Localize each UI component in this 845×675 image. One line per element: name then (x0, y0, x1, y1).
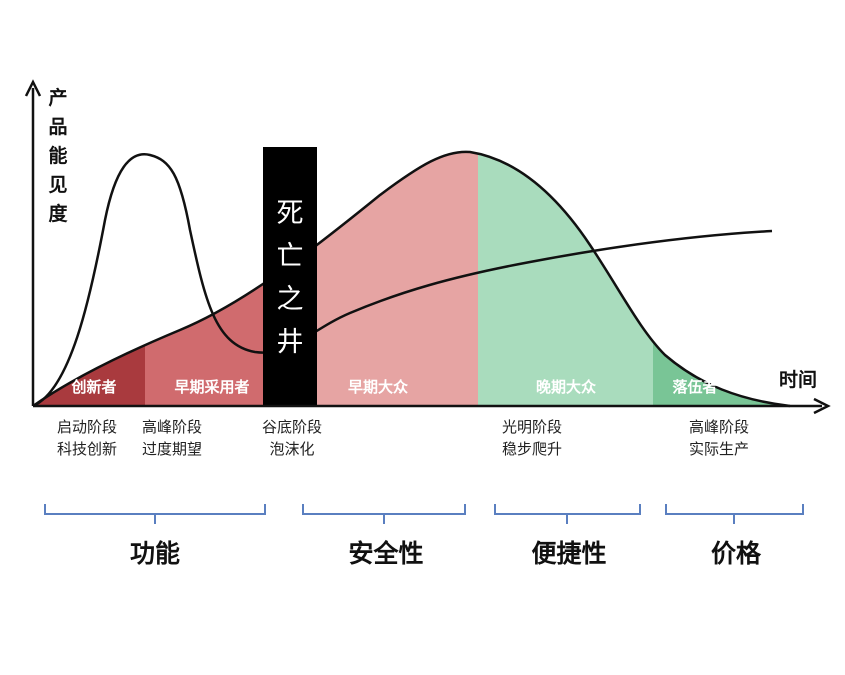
category-function: 功能 (130, 539, 180, 568)
chasm-char-3: 之 (277, 284, 304, 315)
stage-label-1-line2: 科技创新 (57, 440, 117, 458)
segment-label-early-adopters: 早期采用者 (174, 378, 249, 396)
stage-label-5-line1: 高峰阶段 (689, 418, 749, 436)
stage-label-2-line1: 高峰阶段 (142, 418, 202, 436)
stage-label-1-line1: 启动阶段 (57, 418, 117, 436)
category-convenience: 便捷性 (531, 539, 606, 568)
category-price: 价格 (711, 539, 762, 568)
segment-label-innovators: 创新者 (70, 378, 116, 396)
x-axis-label: 时间 (779, 369, 817, 391)
segment-label-late-majority: 晚期大众 (536, 378, 596, 396)
chasm-bar (263, 147, 317, 406)
y-axis-label-char-5: 度 (48, 202, 68, 225)
y-axis-label-char-2: 品 (48, 116, 67, 138)
stage-label-3-line1: 谷底阶段 (262, 418, 322, 436)
segment-late-majority (478, 151, 653, 406)
category-safety: 安全性 (348, 539, 423, 568)
hype-cycle-curve (32, 153, 773, 408)
chasm-char-1: 死 (277, 198, 304, 229)
y-axis-label-char-3: 能 (48, 144, 67, 167)
bracket-convenience (494, 504, 641, 524)
adoption-bell-curve (32, 150, 791, 408)
y-axis-label-char-4: 见 (48, 174, 67, 196)
segment-early-adopters (145, 151, 267, 406)
bracket-price (665, 504, 804, 524)
stage-label-4-line2: 稳步爬升 (502, 440, 562, 458)
segment-laggards (653, 151, 790, 406)
stage-label-3-line2: 泡沫化 (269, 440, 314, 458)
segment-label-early-majority: 早期大众 (348, 378, 408, 396)
bracket-safety (302, 504, 466, 524)
stage-label-2-line2: 过度期望 (142, 440, 202, 458)
bracket-function (44, 504, 266, 524)
chasm-char-2: 亡 (277, 241, 304, 272)
y-axis-label-char-1: 产 (48, 86, 67, 109)
stage-label-5-line2: 实际生产 (689, 440, 749, 458)
chasm-char-4: 井 (277, 327, 304, 358)
x-axis-arrow-icon (813, 397, 831, 415)
stage-label-4-line1: 光明阶段 (502, 418, 562, 436)
segment-label-laggards: 落伍者 (672, 378, 717, 396)
y-axis-arrow-icon (24, 79, 42, 97)
